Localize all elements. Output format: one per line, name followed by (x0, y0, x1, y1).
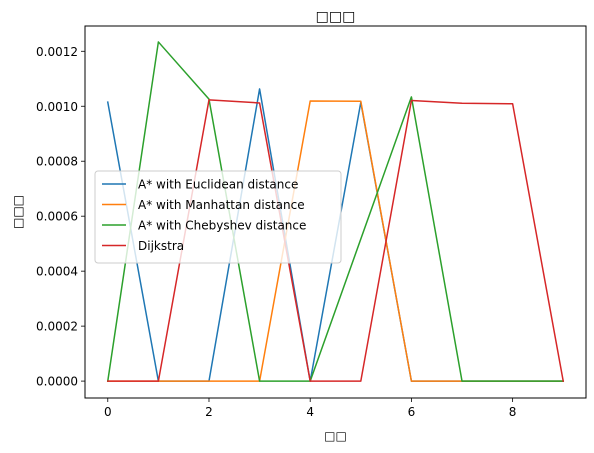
x-axis: 0 2 4 6 8 (104, 398, 516, 419)
legend-label: A* with Chebyshev distance (138, 219, 306, 233)
y-tick-label: 0.0008 (36, 155, 78, 169)
chart-title: □□□ (316, 9, 356, 25)
y-tick-label: 0.0006 (36, 210, 78, 224)
legend: A* with Euclidean distance A* with Manhat… (94, 170, 342, 264)
y-tick-label: 0.0002 (36, 320, 78, 334)
legend-label: A* with Manhattan distance (138, 198, 305, 212)
y-tick-label: 0.0010 (36, 100, 78, 114)
y-tick-label: 0.0004 (36, 265, 78, 279)
x-tick-label: 4 (306, 405, 314, 419)
y-axis: 0.0000 0.0002 0.0004 0.0006 0.0008 0.0010 0.00… (36, 45, 85, 389)
x-axis-title: □□ (324, 429, 347, 443)
plot-frame (84, 25, 587, 399)
x-tick-label: 8 (509, 405, 517, 419)
y-tick-label: 0.0000 (36, 375, 78, 389)
y-tick-label: 0.0012 (36, 45, 78, 59)
x-tick-label: 2 (205, 405, 213, 419)
legend-box (94, 170, 342, 264)
legend-label: A* with Euclidean distance (138, 178, 298, 192)
legend-label: Dijkstra (138, 239, 184, 253)
x-tick-label: 6 (408, 405, 416, 419)
y-axis-title: □□□ (11, 195, 25, 229)
x-tick-label: 0 (104, 405, 112, 419)
